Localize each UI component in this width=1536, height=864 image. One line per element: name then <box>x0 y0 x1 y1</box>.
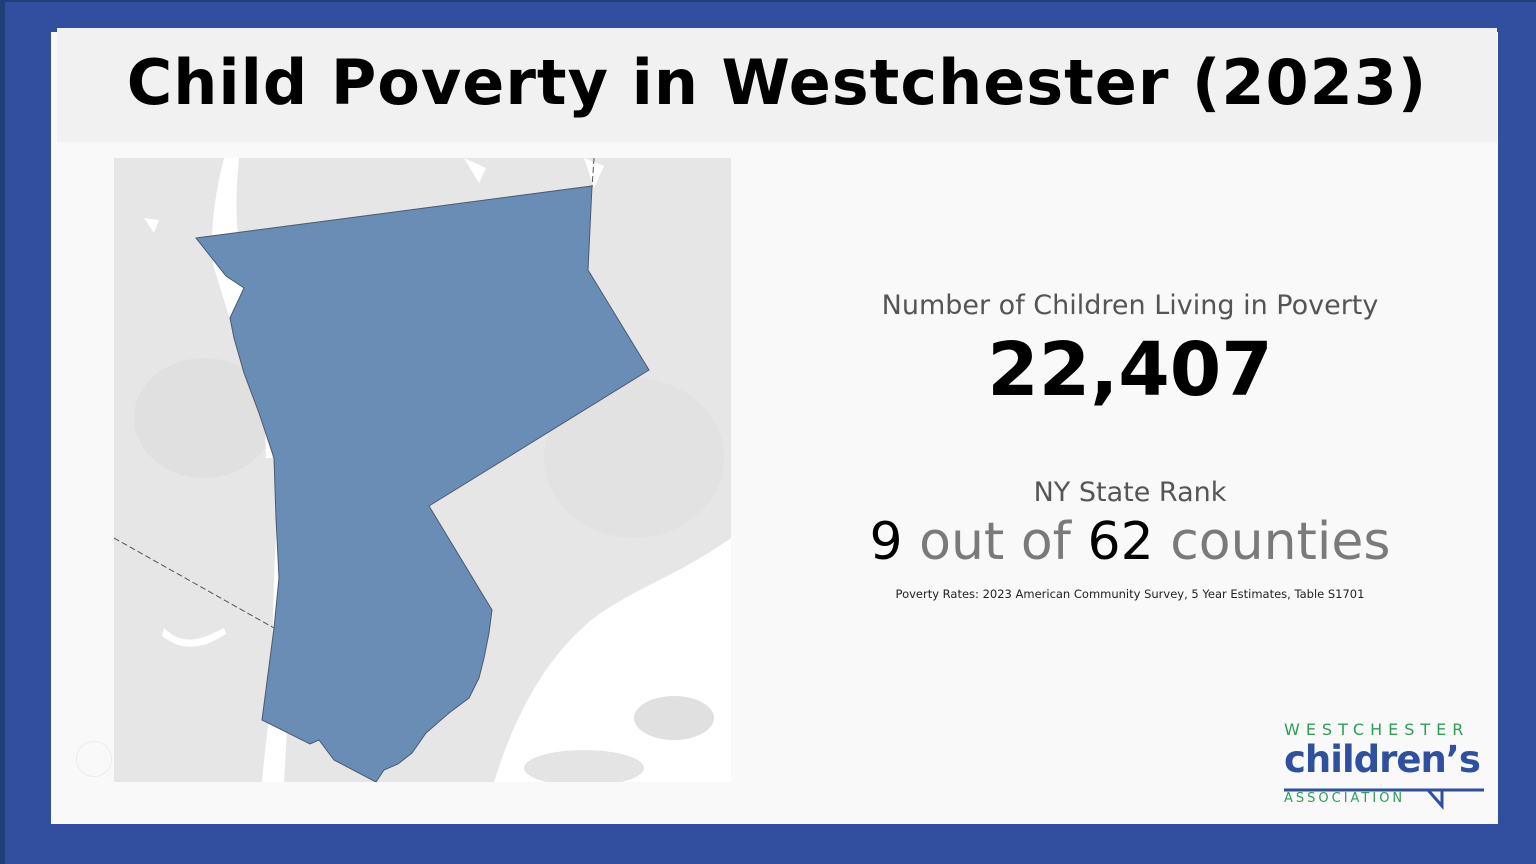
frame-top-edge <box>0 0 1536 2</box>
westchester-childrens-association-logo: WESTCHESTER children’s ASSOCIATION <box>1284 722 1488 814</box>
speech-bubble-line-icon <box>1284 788 1484 810</box>
frame-left-edge <box>0 0 5 864</box>
ny-state-rank-value: 9 out of 62 counties <box>800 512 1460 572</box>
rank-number: 9 <box>869 512 903 572</box>
stats-panel: Number of Children Living in Poverty 22,… <box>800 290 1460 601</box>
slide-title: Child Poverty in Westchester (2023) <box>126 45 1428 119</box>
faint-circle-marker <box>76 741 112 777</box>
title-banner: Child Poverty in Westchester (2023) <box>57 28 1497 142</box>
source-note: Poverty Rates: 2023 American Community S… <box>895 587 1365 602</box>
children-in-poverty-value: 22,407 <box>987 327 1273 413</box>
ny-state-rank-label: NY State Rank <box>1033 477 1227 508</box>
rank-unit: counties <box>1170 512 1391 572</box>
logo-middle-text: children’s <box>1284 738 1481 781</box>
rank-out-of: out of <box>919 512 1071 572</box>
county-map-icon <box>114 158 731 782</box>
logo-top-text: WESTCHESTER <box>1284 720 1470 739</box>
westchester-map <box>114 158 731 782</box>
rank-total: 62 <box>1087 512 1154 572</box>
children-in-poverty-label: Number of Children Living in Poverty <box>881 290 1379 321</box>
logo-bottom-text: ASSOCIATION <box>1284 791 1406 806</box>
